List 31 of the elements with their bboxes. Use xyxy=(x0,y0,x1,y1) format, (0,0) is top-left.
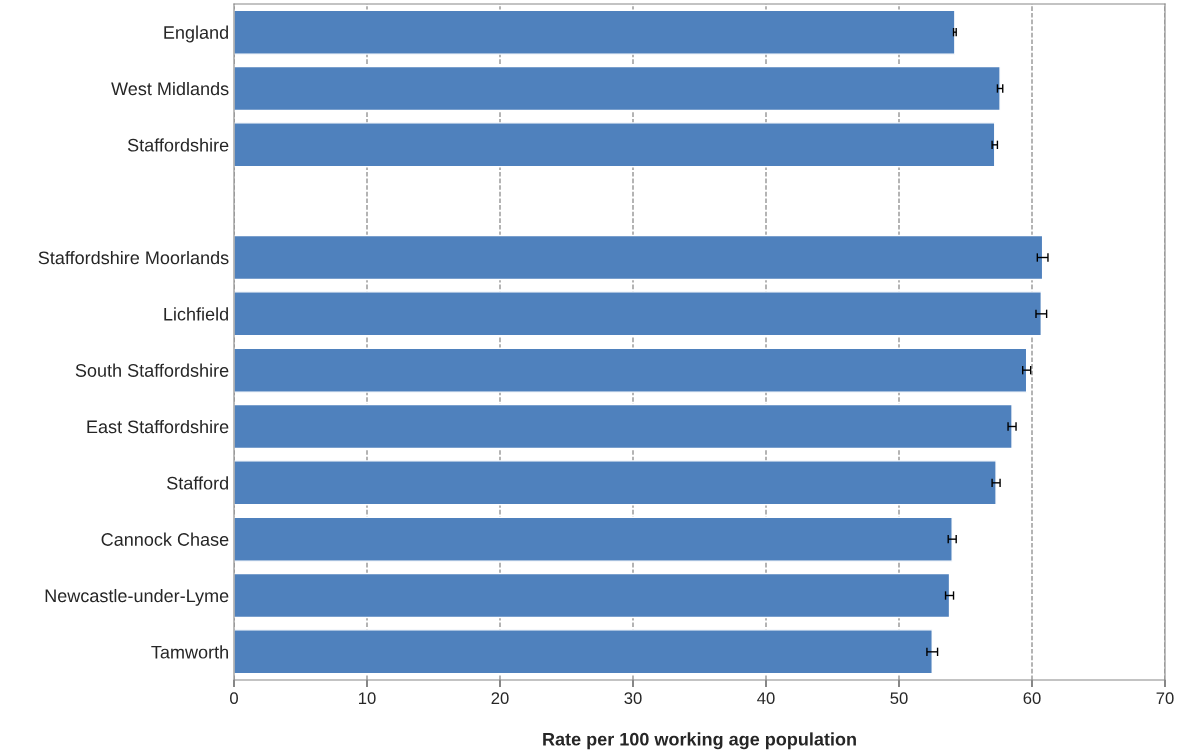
bar xyxy=(234,460,997,506)
bar xyxy=(234,9,956,55)
y-tick-label: Tamworth xyxy=(151,645,228,659)
bar xyxy=(234,65,1001,112)
x-tick-label: 40 xyxy=(757,692,775,705)
y-tick-label: South Staffordshire xyxy=(75,363,229,377)
bar xyxy=(234,629,933,675)
y-tick-label: East Staffordshire xyxy=(87,419,229,434)
x-tick-label: 10 xyxy=(359,692,376,705)
y-tick-label: Staffordshire xyxy=(127,138,229,152)
x-tick-label: 50 xyxy=(890,692,908,705)
y-tick-label: England xyxy=(164,25,228,43)
bar xyxy=(234,291,1043,337)
bar xyxy=(234,234,1044,281)
x-tick-label: 0 xyxy=(230,692,238,705)
y-tick-label: Cannock Chase xyxy=(101,532,229,546)
x-axis-title: Rate per 100 working age population xyxy=(543,732,856,750)
x-tick-label: 20 xyxy=(491,692,509,705)
x-tick-label: 30 xyxy=(624,692,642,705)
x-tick-label: 70 xyxy=(1156,692,1174,705)
y-tick-label: West Midlands xyxy=(111,81,229,96)
bar xyxy=(234,516,953,562)
y-tick-label: Stafford xyxy=(167,476,228,490)
y-tick-label: Newcastle-under-Lyme xyxy=(45,588,229,606)
x-tick-label: 60 xyxy=(1023,692,1041,705)
y-tick-label: Staffordshire Moorlands xyxy=(38,250,229,265)
bar xyxy=(234,347,1028,393)
bar xyxy=(234,403,1013,450)
bar xyxy=(234,122,996,168)
bar xyxy=(234,572,951,619)
y-tick-label: Lichfield xyxy=(164,307,228,321)
